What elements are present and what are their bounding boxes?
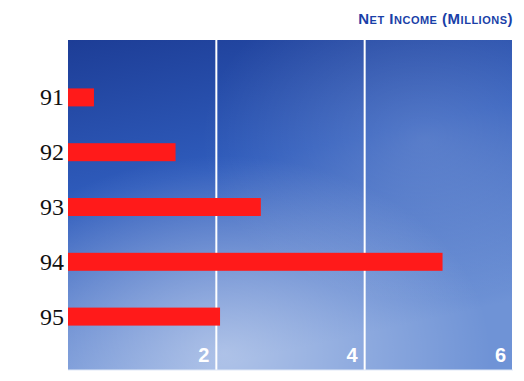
tick-label: 4: [347, 344, 359, 366]
bar: [68, 308, 220, 326]
bar: [68, 198, 261, 216]
category-label: 95: [40, 304, 64, 330]
sky-haze: [68, 40, 513, 370]
grid-line: [364, 40, 366, 370]
chart-svg: 91 92 93 94 95 2 4 6 Net Income (Millions): [0, 0, 524, 381]
x-axis-line: [68, 370, 513, 371]
bar: [68, 143, 176, 161]
category-label: 91: [40, 84, 64, 110]
tick-label: 6: [495, 344, 506, 366]
grid-line: [512, 40, 514, 370]
chart-title: Net Income (Millions): [358, 10, 513, 27]
sky-haze: [68, 40, 513, 370]
category-label: 94: [40, 249, 64, 275]
category-label: 93: [40, 194, 64, 220]
plot-background: [68, 40, 513, 370]
chart-container: 91 92 93 94 95 2 4 6 Net Income (Millions): [0, 0, 524, 381]
bar: [68, 253, 443, 271]
tick-label: 2: [198, 344, 209, 366]
bars: [68, 88, 443, 325]
category-label: 92: [40, 139, 64, 165]
bar: [68, 88, 94, 106]
